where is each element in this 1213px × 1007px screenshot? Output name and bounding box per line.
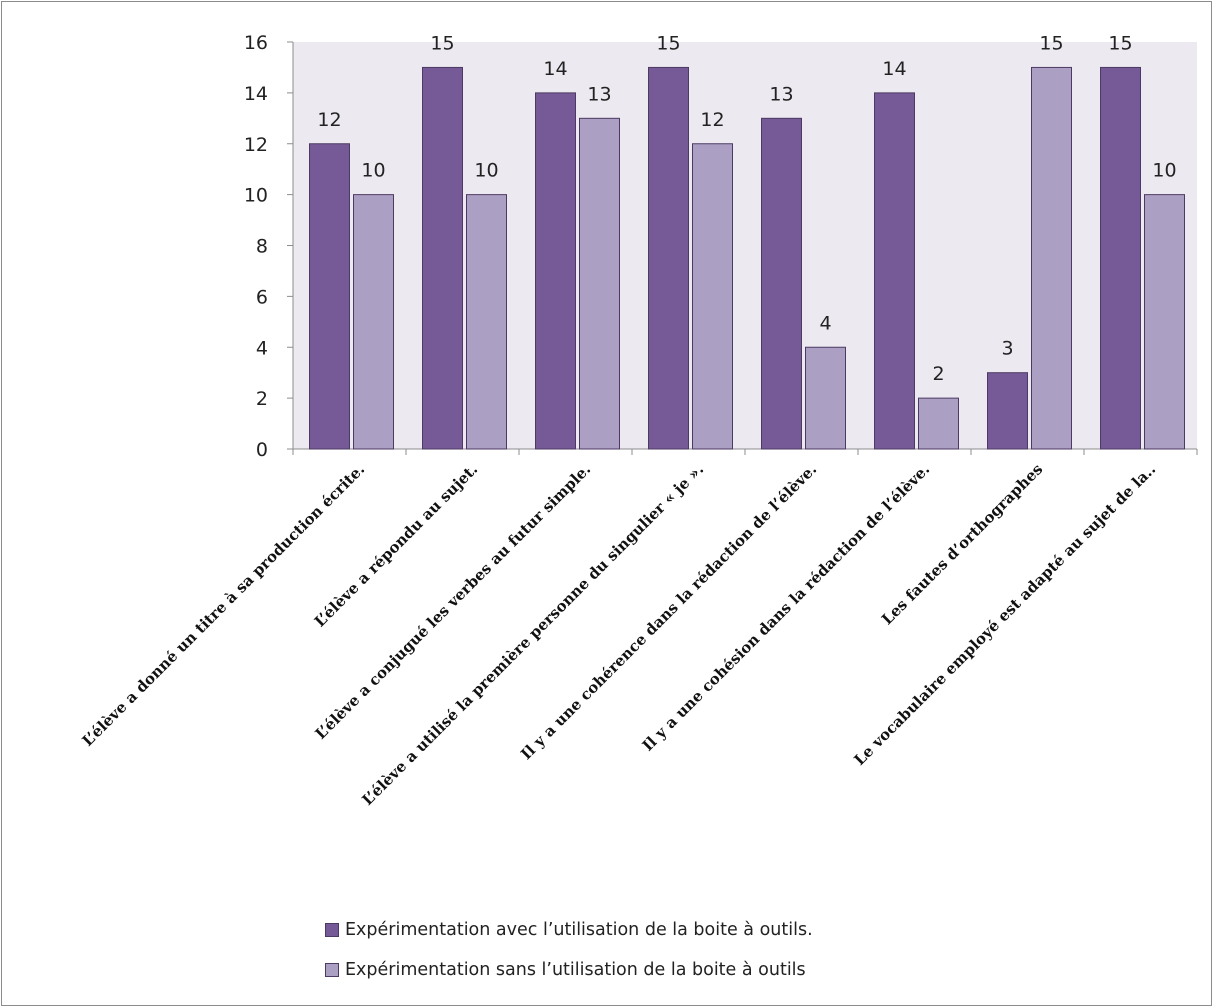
legend-item-with-toolbox: Expérimentation avec l’utilisation de la… — [325, 919, 813, 941]
bar-series-1-1 — [309, 143, 350, 450]
bar-series-1-8 — [1100, 66, 1141, 450]
data-label-series-2-7: 15 — [1039, 32, 1063, 54]
y-tick-label: 14 — [244, 83, 268, 105]
y-tick-label: 4 — [256, 337, 268, 359]
y-tick-label: 12 — [244, 134, 268, 156]
bar-series-2-8 — [1144, 194, 1185, 450]
bar-series-2-6 — [918, 397, 959, 450]
bar-series-1-3 — [535, 92, 576, 450]
category-labels-group: L’élève a donné un titre à sa production… — [79, 460, 1160, 809]
data-label-series-1-1: 12 — [317, 109, 341, 131]
y-tick-label: 2 — [256, 388, 268, 410]
bar-series-1-7 — [987, 372, 1028, 450]
data-label-series-2-5: 4 — [819, 312, 831, 334]
data-label-series-2-2: 10 — [474, 160, 498, 182]
legend-item-without-toolbox: Expérimentation sans l’utilisation de la… — [325, 959, 813, 981]
legend-label-with-toolbox: Expérimentation avec l’utilisation de la… — [345, 920, 813, 940]
data-label-series-1-4: 15 — [656, 32, 680, 54]
data-label-series-2-3: 13 — [587, 83, 611, 105]
bar-series-1-5 — [761, 117, 802, 450]
legend-swatch-without-toolbox — [325, 963, 339, 977]
y-tick-label: 8 — [256, 236, 268, 258]
bar-series-1-4 — [648, 66, 689, 450]
bar-series-2-3 — [579, 117, 620, 450]
legend: Expérimentation avec l’utilisation de la… — [325, 919, 813, 999]
data-label-series-1-2: 15 — [430, 32, 454, 54]
y-axis: 0 2 4 6 8 10 12 14 16 — [244, 32, 294, 461]
data-label-series-1-8: 15 — [1108, 32, 1132, 54]
bar-series-2-4 — [692, 143, 733, 450]
legend-label-without-toolbox: Expérimentation sans l’utilisation de la… — [345, 960, 806, 980]
data-label-series-2-4: 12 — [700, 109, 724, 131]
legend-swatch-with-toolbox — [325, 923, 339, 937]
bar-series-2-7 — [1031, 66, 1072, 450]
y-tick-label: 10 — [244, 185, 268, 207]
x-axis — [292, 448, 1198, 455]
y-tick-label: 6 — [256, 286, 268, 308]
y-tick-label: 16 — [244, 32, 268, 54]
data-label-series-1-3: 14 — [543, 58, 567, 80]
bar-series-1-2 — [422, 66, 463, 450]
bar-series-2-1 — [353, 194, 394, 450]
data-label-series-2-8: 10 — [1152, 160, 1176, 182]
bar-series-1-6 — [874, 92, 915, 450]
data-label-series-1-6: 14 — [882, 58, 906, 80]
data-label-series-1-7: 3 — [1001, 338, 1013, 360]
bar-series-2-5 — [805, 346, 846, 450]
data-label-series-1-5: 13 — [769, 83, 793, 105]
bars-group — [309, 66, 1185, 450]
y-tick-label: 0 — [256, 439, 268, 461]
data-label-series-2-1: 10 — [361, 160, 385, 182]
bar-series-2-2 — [466, 194, 507, 450]
data-labels-group: 12 15 14 15 13 14 3 15 10 10 13 12 4 2 15 10 — [317, 32, 1176, 385]
data-label-series-2-6: 2 — [932, 363, 944, 385]
